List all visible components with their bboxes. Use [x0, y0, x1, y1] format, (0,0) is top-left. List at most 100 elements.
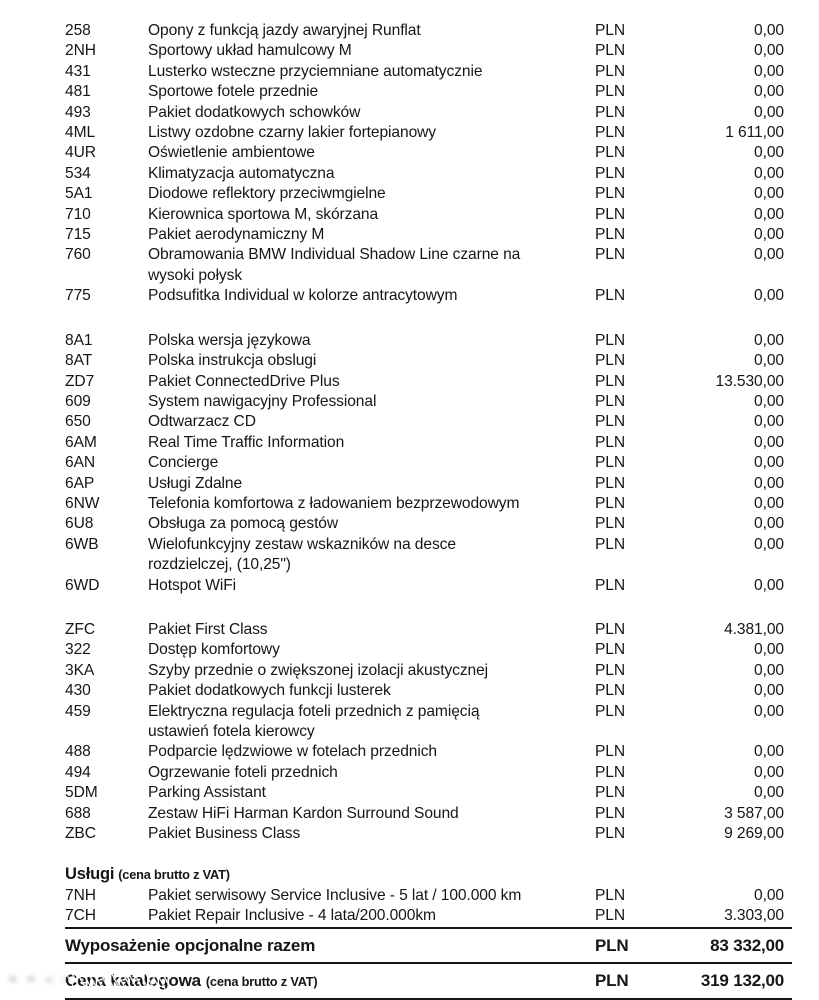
option-code: 3KA [65, 661, 95, 679]
option-description-line: rozdzielczej, (10,25") [148, 556, 291, 574]
option-description-line: Parking Assistant [148, 784, 266, 802]
currency-label: PLN [595, 392, 626, 410]
option-row: 2NH Sportowy układ hamulcowy M PLN 0,00 [65, 41, 792, 61]
option-description-line: Pakiet dodatkowych funkcji lusterek [148, 682, 391, 700]
option-code: 8A1 [65, 331, 93, 349]
option-code: ZD7 [65, 372, 95, 390]
option-price: 0,00 [754, 62, 784, 80]
option-price: 9 269,00 [724, 825, 784, 843]
option-description: Klimatyzacja automatyczna [148, 164, 595, 184]
option-description-line: Hotspot WiFi [148, 576, 237, 594]
option-description-line: Concierge [148, 454, 219, 472]
currency-label: PLN [595, 226, 626, 244]
currency-label: PLN [595, 144, 626, 162]
option-price: 0,00 [754, 42, 784, 60]
currency-label: PLN [595, 907, 626, 925]
currency-label: PLN [595, 42, 626, 60]
currency-label: PLN [595, 454, 626, 472]
services-title: Usługi [65, 865, 115, 884]
option-price: 0,00 [754, 576, 784, 594]
option-price: 0,00 [754, 103, 784, 121]
option-row: ZBC Pakiet Business Class PLN 9 269,00 [65, 824, 792, 844]
option-price: 0,00 [754, 682, 784, 700]
catalog-price-value: 319 132,00 [700, 970, 784, 990]
option-description-line: Dostęp komfortowy [148, 641, 280, 659]
option-description-line: Wielofunkcyjny zestaw wskazników na desc… [148, 535, 456, 553]
option-description-line: Pakiet serwisowy Service Inclusive - 5 l… [148, 886, 522, 904]
catalog-price-row: Cena katalogowa (cena brutto z VAT) PLN 3… [3, 964, 792, 998]
option-row: 481 Sportowe fotele przednie PLN 0,00 [65, 82, 792, 102]
option-description: Pakiet First Class [148, 620, 595, 640]
option-price: 4.381,00 [724, 620, 784, 638]
option-code: 5A1 [65, 185, 93, 203]
currency-label: PLN [595, 515, 626, 533]
option-description: Dostęp komfortowy [148, 640, 595, 660]
option-price: 0,00 [754, 144, 784, 162]
currency-label: PLN [595, 62, 626, 80]
option-row: 650 Odtwarzacz CD PLN 0,00 [65, 412, 792, 432]
option-price: 0,00 [754, 743, 784, 761]
option-description-line: Diodowe reflektory przeciwmgielne [148, 185, 386, 203]
currency-label: PLN [595, 661, 626, 679]
option-description-line: Odtwarzacz CD [148, 413, 256, 431]
option-description: Polska wersja językowa [148, 331, 595, 351]
option-code: 430 [65, 682, 91, 700]
option-description: Ogrzewanie foteli przednich [148, 763, 595, 783]
option-code: 7CH [65, 907, 96, 925]
option-description: Obramowania BMW Individual Shadow Line c… [148, 245, 595, 286]
option-description: Podsufitka Individual w kolorze antracyt… [148, 286, 595, 306]
option-description: Elektryczna regulacja foteli przednich z… [148, 702, 595, 743]
option-price: 0,00 [754, 22, 784, 39]
option-description: Opony z funkcją jazdy awaryjnej Runflat [148, 21, 595, 41]
option-row: 7NH Pakiet serwisowy Service Inclusive - … [65, 886, 792, 906]
option-code: 459 [65, 702, 91, 720]
currency-label: PLN [595, 535, 626, 553]
option-description: Pakiet serwisowy Service Inclusive - 5 l… [148, 886, 595, 906]
option-group: 8A1 Polska wersja językowa PLN 0,00 8AT Polsk… [65, 331, 792, 596]
option-description-line: Pakiet First Class [148, 620, 268, 638]
option-description: Pakiet dodatkowych schowków [148, 103, 595, 123]
currency-label: PLN [595, 246, 626, 264]
option-description: Listwy ozdobne czarny lakier fortepianow… [148, 123, 595, 143]
option-code: 650 [65, 413, 91, 431]
option-description: Podparcie lędzwiowe w fotelach przednich [148, 742, 595, 762]
option-price: 0,00 [754, 392, 784, 410]
option-code: 6NW [65, 494, 100, 512]
currency-label: PLN [595, 763, 626, 781]
option-description: Usługi Zdalne [148, 474, 595, 494]
option-description-line: Klimatyzacja automatyczna [148, 164, 335, 182]
option-price: 0,00 [754, 763, 784, 781]
option-row: 8AT Polska instrukcja obslugi PLN 0,00 [65, 351, 792, 371]
option-code: 488 [65, 743, 91, 761]
option-row: 6AP Usługi Zdalne PLN 0,00 [65, 474, 792, 494]
option-row: 5DM Parking Assistant PLN 0,00 [65, 783, 792, 803]
option-description: Odtwarzacz CD [148, 412, 595, 432]
currency-label: PLN [595, 886, 626, 904]
currency-label: PLN [595, 372, 626, 390]
option-description-line: Pakiet Repair Inclusive - 4 lata/200.000… [148, 907, 436, 925]
option-description-line: Szyby przednie o zwiększonej izolacji ak… [148, 661, 489, 679]
option-description-line: Podparcie lędzwiowe w fotelach przednich [148, 743, 437, 761]
option-code: 7NH [65, 886, 96, 904]
option-description: Polska instrukcja obslugi [148, 351, 595, 371]
option-row: 6AN Concierge PLN 0,00 [65, 453, 792, 473]
option-row: 775 Podsufitka Individual w kolorze antra… [65, 286, 792, 306]
option-description: Sportowe fotele przednie [148, 82, 595, 102]
option-description-line: Opony z funkcją jazdy awaryjnej Runflat [148, 22, 421, 39]
option-description-line: Pakiet dodatkowych schowków [148, 103, 361, 121]
currency-label: PLN [595, 474, 626, 492]
option-code: 431 [65, 62, 91, 80]
option-description: Pakiet Repair Inclusive - 4 lata/200.000… [148, 906, 595, 926]
currency-label: PLN [595, 287, 626, 305]
option-row: 688 Zestaw HiFi Harman Kardon Surround So… [65, 804, 792, 824]
option-row: 8A1 Polska wersja językowa PLN 0,00 [65, 331, 792, 351]
option-row: 258 Opony z funkcją jazdy awaryjnej Runfl… [65, 21, 792, 41]
option-groups: 258 Opony z funkcją jazdy awaryjnej Runfl… [65, 21, 792, 844]
option-price: 0,00 [754, 433, 784, 451]
divider [65, 961, 792, 964]
currency-label: PLN [595, 702, 626, 720]
option-row: 3KA Szyby przednie o zwiększonej izolacji… [65, 661, 792, 681]
currency-label: PLN [595, 682, 626, 700]
currency-label: PLN [595, 743, 626, 761]
catalog-price-label-cell: Cena katalogowa (cena brutto z VAT) [65, 971, 595, 992]
